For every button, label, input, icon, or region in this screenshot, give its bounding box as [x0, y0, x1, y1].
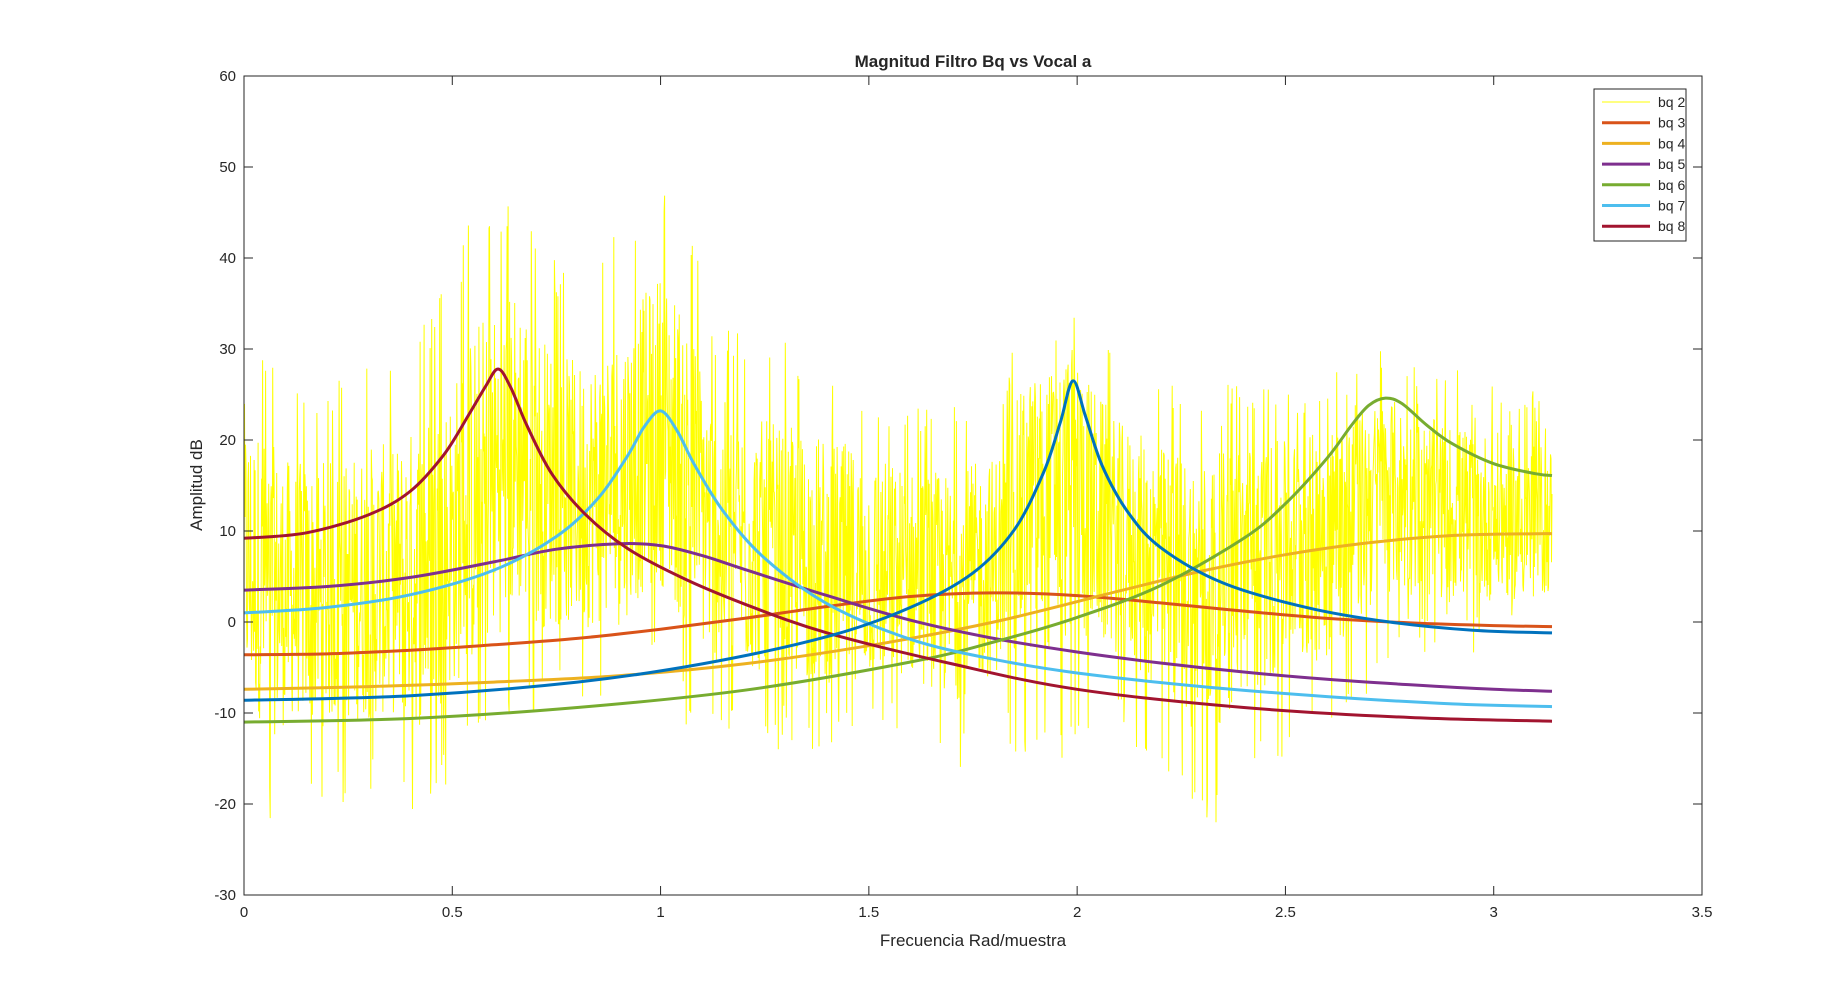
x-tick-label: 3	[1490, 904, 1498, 921]
y-tick-label: 30	[219, 341, 236, 358]
y-tick-label: 60	[219, 68, 236, 85]
series-bq-3-line	[244, 591, 1553, 657]
series-bq-4-line	[244, 532, 1553, 691]
legend-items: bq 2 bq 3 bq 4 bq 5 bq 6 bq 7 bq 8	[1602, 94, 1685, 234]
legend[interactable]: bq 2 bq 3 bq 4 bq 5 bq 6 bq 7 bq 8	[1593, 88, 1687, 242]
data-layer	[244, 195, 1553, 823]
x-tick-label: 1.5	[858, 904, 879, 921]
series-bq-2-line	[244, 195, 1553, 823]
x-axis-label: Frecuencia Rad/muestra	[880, 931, 1067, 950]
y-tick-label: 10	[219, 523, 236, 540]
series-bq-8-line	[244, 367, 1553, 723]
series-unlabeled-line	[244, 379, 1553, 702]
y-tick-label: -20	[214, 796, 236, 813]
axes-box	[243, 75, 1703, 896]
x-tick-label: 2	[1073, 904, 1081, 921]
y-tick-label: -30	[214, 887, 236, 904]
x-tick-label: 2.5	[1275, 904, 1296, 921]
x-tick-label: 0.5	[442, 904, 463, 921]
y-tick-label: -10	[214, 705, 236, 722]
y-tick-label: 40	[219, 250, 236, 267]
legend-label: bq 2	[1658, 94, 1685, 110]
y-tick-label: 50	[219, 159, 236, 176]
y-tick-label: 0	[228, 614, 236, 631]
x-tick-label: 0	[240, 904, 248, 921]
legend-label: bq 5	[1658, 156, 1685, 172]
legend-label: bq 6	[1658, 177, 1685, 193]
ticks-layer: 0 0.5 1 1.5 2 2.5 3 3.5 -30 -20 -10 0 10 20 30 40 50 60	[214, 68, 1712, 921]
x-tick-label: 3.5	[1692, 904, 1713, 921]
x-tick-label: 1	[656, 904, 664, 921]
legend-label: bq 4	[1658, 135, 1685, 151]
legend-label: bq 3	[1658, 115, 1685, 131]
legend-label: bq 7	[1658, 198, 1685, 214]
chart-title: Magnitud Filtro Bq vs Vocal a	[855, 52, 1092, 71]
series-bq-6-line	[244, 396, 1553, 724]
series-bq-5-line	[244, 541, 1553, 693]
legend-label: bq 8	[1658, 218, 1685, 234]
y-axis-label: Amplitud dB	[187, 439, 206, 531]
y-tick-label: 20	[219, 432, 236, 449]
series-bq-7-line	[244, 409, 1553, 709]
